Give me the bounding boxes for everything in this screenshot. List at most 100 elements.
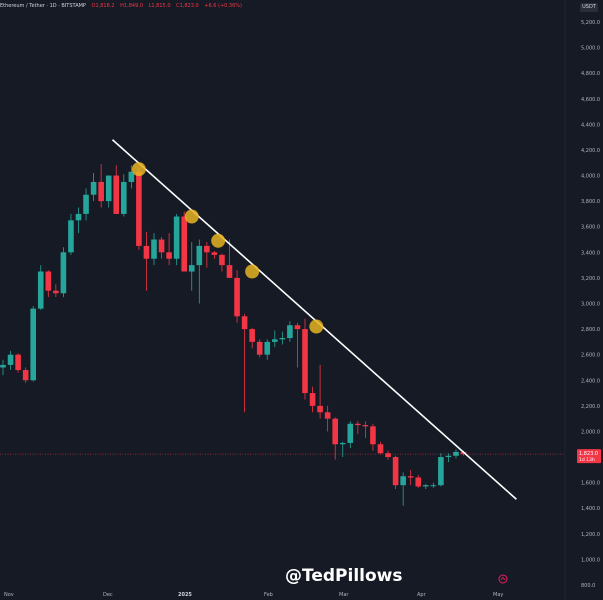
candle: [430, 482, 437, 488]
candle: [385, 450, 391, 460]
candle: [241, 313, 248, 413]
open-value: O1,818.2: [91, 3, 115, 9]
candle-body: [249, 329, 255, 342]
candle: [370, 423, 376, 451]
currency-badge[interactable]: USDT: [580, 3, 598, 12]
candle-body: [136, 171, 142, 246]
touch-point-marker: [245, 264, 260, 279]
y-tick-label: 1,200.0: [581, 532, 600, 538]
candle-body: [430, 485, 437, 487]
candle-body: [370, 426, 376, 445]
candle: [37, 265, 44, 310]
candle: [128, 165, 135, 189]
y-tick-label: 3,400.0: [581, 250, 600, 256]
candle-body: [317, 405, 323, 413]
candle-body: [181, 216, 187, 272]
candle: [143, 231, 150, 291]
y-tick-label: 4,600.0: [581, 97, 600, 103]
candle-body: [68, 220, 74, 253]
symbol-label: Ethereum / Tether · 1D · BITSTAMP: [0, 3, 86, 9]
candle: [188, 242, 195, 291]
candle: [98, 164, 104, 208]
candle: [234, 270, 240, 323]
candle-body: [241, 316, 248, 330]
candle: [7, 350, 14, 371]
candle: [105, 175, 112, 208]
y-tick-label: 4,800.0: [581, 71, 600, 77]
candle-body: [45, 271, 52, 291]
close-value: C1,823.0: [176, 3, 199, 9]
candle-body: [83, 194, 89, 214]
x-tick-label: May: [493, 592, 503, 598]
candle-body: [423, 485, 429, 487]
y-tick-label: 2,800.0: [581, 327, 600, 333]
y-tick-label: 4,200.0: [581, 148, 600, 154]
x-tick-label: Apr: [417, 592, 427, 598]
candle: [362, 421, 369, 438]
candle: [204, 242, 210, 268]
candle: [196, 239, 203, 304]
candle: [355, 421, 361, 435]
candle-body: [121, 181, 127, 214]
candle-body: [324, 412, 331, 419]
candle: [317, 364, 323, 419]
candle-body: [151, 239, 157, 259]
candle: [279, 331, 286, 345]
candle-body: [105, 175, 112, 202]
x-tick-label: Nov: [4, 592, 14, 598]
y-tick-label: 2,600.0: [581, 353, 600, 359]
candle-body: [355, 423, 361, 426]
candle: [339, 441, 346, 458]
candle: [22, 367, 29, 383]
touch-point-marker: [211, 233, 226, 248]
candle: [75, 207, 82, 234]
candle: [113, 165, 120, 214]
candle: [407, 469, 414, 486]
candles-layer: [0, 164, 467, 506]
candle-body: [438, 457, 444, 486]
trendline: [111, 139, 517, 500]
candle-body: [339, 442, 346, 445]
x-axis: Nov Dec 2025 Feb Mar Apr May: [4, 592, 503, 598]
candle: [377, 441, 384, 455]
trendline-layer: [111, 139, 517, 500]
y-tick-label: 4,400.0: [581, 122, 600, 128]
candle-body: [158, 239, 165, 253]
candle: [211, 251, 218, 259]
candle: [392, 455, 399, 490]
candle-body: [7, 354, 14, 365]
candle-body: [400, 476, 406, 486]
touch-point-marker: [131, 162, 146, 177]
candle-body: [272, 339, 278, 342]
candle-body: [362, 425, 369, 427]
candle-body: [294, 325, 301, 330]
candle: [445, 453, 452, 463]
candle-body: [60, 252, 67, 294]
candle: [219, 253, 225, 272]
y-tick-label: 2,400.0: [581, 378, 600, 384]
tradingview-logo-icon[interactable]: [498, 574, 508, 584]
candle: [45, 270, 52, 298]
candle: [324, 405, 331, 432]
x-tick-label: Feb: [264, 592, 273, 598]
candle: [173, 213, 180, 266]
candle-body: [445, 455, 452, 458]
candle-body: [98, 181, 104, 202]
candle-body: [234, 277, 240, 317]
y-tick-label: 3,600.0: [581, 225, 600, 231]
y-tick-label: 4,000.0: [581, 174, 600, 180]
candle: [347, 421, 354, 449]
candle-body: [309, 393, 316, 406]
candle-body: [347, 423, 354, 443]
candle-body: [143, 245, 150, 259]
touch-point-marker: [184, 209, 199, 224]
candle-body: [302, 329, 308, 394]
low-value: L1,815.0: [148, 3, 171, 9]
candle-body: [196, 245, 203, 266]
candle: [294, 322, 301, 368]
candle-body: [211, 252, 218, 255]
candle-body: [407, 476, 414, 478]
candle-body: [256, 341, 263, 355]
candle-body: [377, 444, 384, 454]
